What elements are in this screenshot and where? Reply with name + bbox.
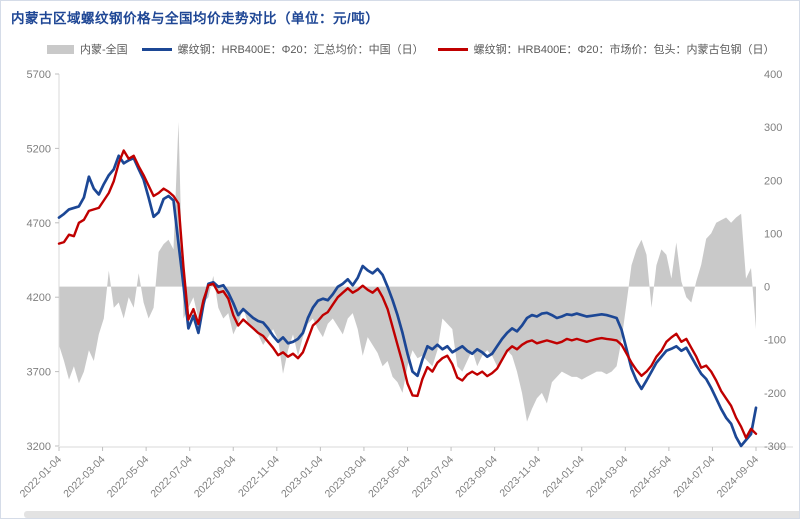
svg-text:300: 300 — [764, 122, 782, 134]
svg-text:4200: 4200 — [27, 292, 51, 304]
chart-title: 内蒙古区域螺纹钢价格与全国均价走势对比（单位：元/吨） — [11, 11, 380, 26]
svg-text:-200: -200 — [764, 388, 786, 400]
svg-text:2023-07-04: 2023-07-04 — [410, 454, 457, 501]
legend-label: 螺纹钢：HRB400E：Φ20：汇总均价：中国（日） — [177, 44, 424, 56]
svg-text:2024-01-04: 2024-01-04 — [540, 454, 587, 501]
y-axis-right-labels: -300 -200 -100 0 100 200 300 400 — [764, 69, 786, 453]
svg-text:2023-01-04: 2023-01-04 — [279, 454, 326, 501]
svg-text:0: 0 — [764, 282, 770, 294]
legend-item-diff: 内蒙-全国 — [47, 41, 128, 57]
svg-text:2023-05-04: 2023-05-04 — [366, 454, 413, 501]
diff-area-series — [59, 121, 756, 422]
svg-text:2024-09-04: 2024-09-04 — [715, 454, 762, 501]
svg-text:100: 100 — [764, 228, 782, 240]
svg-text:2022-11-04: 2022-11-04 — [236, 454, 282, 500]
svg-text:2022-05-04: 2022-05-04 — [105, 454, 152, 501]
horizontal-scrollbar[interactable] — [24, 511, 799, 518]
area-swatch-icon — [47, 44, 74, 54]
svg-text:2022-07-04: 2022-07-04 — [148, 454, 195, 501]
svg-text:2024-05-04: 2024-05-04 — [628, 454, 675, 501]
blue-line-swatch-icon — [141, 47, 172, 51]
legend-label: 内蒙-全国 — [80, 44, 128, 56]
svg-text:3200: 3200 — [27, 441, 51, 453]
axes — [58, 74, 793, 448]
x-axis-labels: 2022-01-042022-03-042022-05-042022-07-04… — [18, 447, 762, 501]
svg-text:3700: 3700 — [27, 367, 51, 379]
svg-text:2023-03-04: 2023-03-04 — [323, 454, 370, 501]
svg-text:2024-03-04: 2024-03-04 — [584, 454, 631, 501]
svg-text:2024-07-04: 2024-07-04 — [671, 454, 718, 501]
svg-text:2022-09-04: 2022-09-04 — [192, 454, 239, 501]
legend-label: 螺纹钢：HRB400E：Φ20：市场价：包头：内蒙古包钢（日） — [473, 44, 775, 56]
svg-text:200: 200 — [764, 175, 782, 187]
legend-item-national-avg: 螺纹钢：HRB400E：Φ20：汇总均价：中国（日） — [141, 41, 424, 57]
chart-legend: 内蒙-全国 螺纹钢：HRB400E：Φ20：汇总均价：中国（日） 螺纹钢：HRB… — [47, 41, 791, 57]
svg-text:2023-11-04: 2023-11-04 — [497, 454, 543, 500]
national-avg-line-series — [57, 154, 758, 448]
svg-text:-100: -100 — [764, 335, 786, 347]
baotou-price-line-series — [57, 149, 758, 439]
svg-text:-300: -300 — [764, 441, 786, 453]
y-axis-left-labels: 3200 3700 4200 4700 5200 5700 — [27, 69, 59, 453]
red-line-swatch-icon — [437, 47, 468, 51]
svg-text:2022-01-04: 2022-01-04 — [18, 454, 65, 501]
svg-text:5200: 5200 — [27, 143, 51, 155]
legend-item-baotou: 螺纹钢：HRB400E：Φ20：市场价：包头：内蒙古包钢（日） — [437, 41, 775, 57]
svg-text:400: 400 — [764, 69, 782, 81]
svg-text:5700: 5700 — [27, 69, 51, 81]
svg-text:4700: 4700 — [27, 218, 51, 230]
svg-text:2023-09-04: 2023-09-04 — [453, 454, 500, 501]
svg-text:2022-03-04: 2022-03-04 — [61, 454, 108, 501]
